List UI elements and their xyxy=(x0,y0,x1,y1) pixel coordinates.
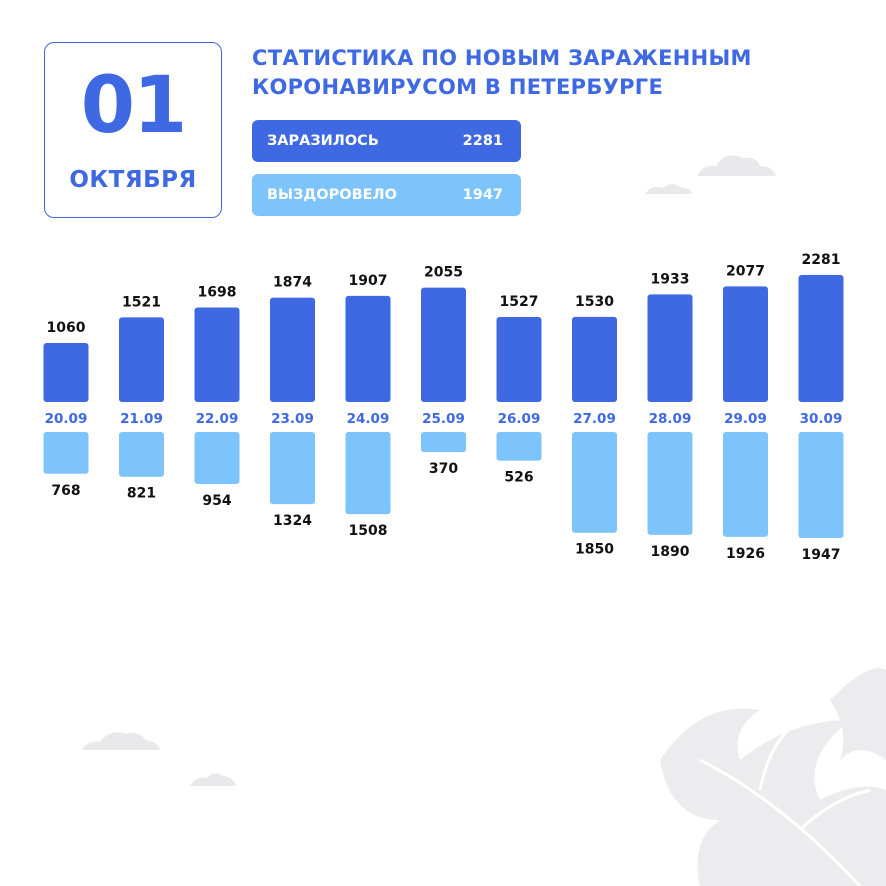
bar-infected xyxy=(43,342,89,402)
bar-recovered xyxy=(421,432,466,453)
leaf-icon xyxy=(660,668,886,886)
legend-recovered: ВЫЗДОРОВЕЛО 1947 xyxy=(252,174,521,216)
bar-infected xyxy=(421,287,466,402)
value-label-recovered: 1850 xyxy=(575,542,614,558)
page-title: СТАТИСТИКА ПО НОВЫМ ЗАРАЖЕННЫМ КОРОНАВИР… xyxy=(252,44,872,102)
value-label-recovered: 526 xyxy=(504,470,533,486)
bar-recovered xyxy=(798,432,844,538)
title-line-2: КОРОНАВИРУСОМ В ПЕТЕРБУРГЕ xyxy=(252,75,664,99)
bar-infected xyxy=(572,316,617,402)
date-tick-label: 23.09 xyxy=(271,411,314,427)
bar-infected xyxy=(345,295,391,402)
value-label-recovered: 1508 xyxy=(349,523,388,539)
value-label-infected: 1907 xyxy=(349,273,388,289)
bar-recovered xyxy=(723,432,768,537)
value-label-infected: 1521 xyxy=(122,294,161,310)
cloud-icon xyxy=(190,773,236,786)
value-label-infected: 1698 xyxy=(198,284,237,300)
bar-infected xyxy=(723,286,768,402)
bar-infected xyxy=(798,275,844,402)
title-line-1: СТАТИСТИКА ПО НОВЫМ ЗАРАЖЕННЫМ xyxy=(252,46,752,70)
date-tick-label: 27.09 xyxy=(573,411,616,427)
value-label-recovered: 1324 xyxy=(273,513,312,529)
date-tick-label: 30.09 xyxy=(800,411,843,427)
legend-recovered-value: 1947 xyxy=(462,187,503,203)
value-label-infected: 2077 xyxy=(726,263,765,279)
date-day: 01 xyxy=(80,61,188,151)
date-tick-label: 28.09 xyxy=(649,411,692,427)
legend-infected-label: ЗАРАЗИЛОСЬ xyxy=(267,133,379,149)
date-tick-label: 26.09 xyxy=(498,411,541,427)
value-label-infected: 2055 xyxy=(424,265,463,281)
bar-infected xyxy=(270,297,315,402)
value-label-recovered: 768 xyxy=(51,483,80,499)
value-label-recovered: 954 xyxy=(202,493,231,509)
legend-infected-value: 2281 xyxy=(462,133,503,149)
value-label-recovered: 1947 xyxy=(802,547,841,563)
bar-recovered xyxy=(647,432,693,535)
date-tick-label: 21.09 xyxy=(120,411,163,427)
value-label-recovered: 821 xyxy=(127,486,156,502)
date-tick-label: 25.09 xyxy=(422,411,465,427)
bar-recovered xyxy=(43,432,89,474)
bar-infected xyxy=(119,317,164,402)
bar-recovered xyxy=(270,432,315,505)
cloud-icon xyxy=(697,155,776,176)
value-label-infected: 1060 xyxy=(47,320,86,336)
date-tick-label: 24.09 xyxy=(347,411,390,427)
value-label-infected: 1874 xyxy=(273,275,312,291)
value-label-infected: 1530 xyxy=(575,294,614,310)
value-label-infected: 2281 xyxy=(802,252,841,268)
bar-recovered xyxy=(572,432,617,533)
bar-infected xyxy=(496,316,542,402)
bar-infected xyxy=(194,307,240,402)
date-card: 01 ОКТЯБРЯ xyxy=(44,42,222,218)
legend-recovered-label: ВЫЗДОРОВЕЛО xyxy=(267,187,397,203)
value-label-recovered: 370 xyxy=(429,461,458,477)
date-tick-label: 29.09 xyxy=(724,411,767,427)
value-label-recovered: 1890 xyxy=(651,544,690,560)
bar-recovered xyxy=(496,432,542,461)
legend-infected: ЗАРАЗИЛОСЬ 2281 xyxy=(252,120,521,162)
date-tick-label: 22.09 xyxy=(196,411,239,427)
bar-recovered xyxy=(345,432,391,515)
value-label-recovered: 1926 xyxy=(726,546,765,562)
date-tick-label: 20.09 xyxy=(45,411,88,427)
cloud-icon xyxy=(82,732,160,750)
date-month: ОКТЯБРЯ xyxy=(69,167,197,193)
value-label-infected: 1933 xyxy=(651,271,690,287)
cloud-icon xyxy=(645,184,692,194)
value-label-infected: 1527 xyxy=(500,294,539,310)
bar-infected xyxy=(647,294,693,402)
bar-recovered xyxy=(119,432,164,477)
bar-recovered xyxy=(194,432,240,484)
